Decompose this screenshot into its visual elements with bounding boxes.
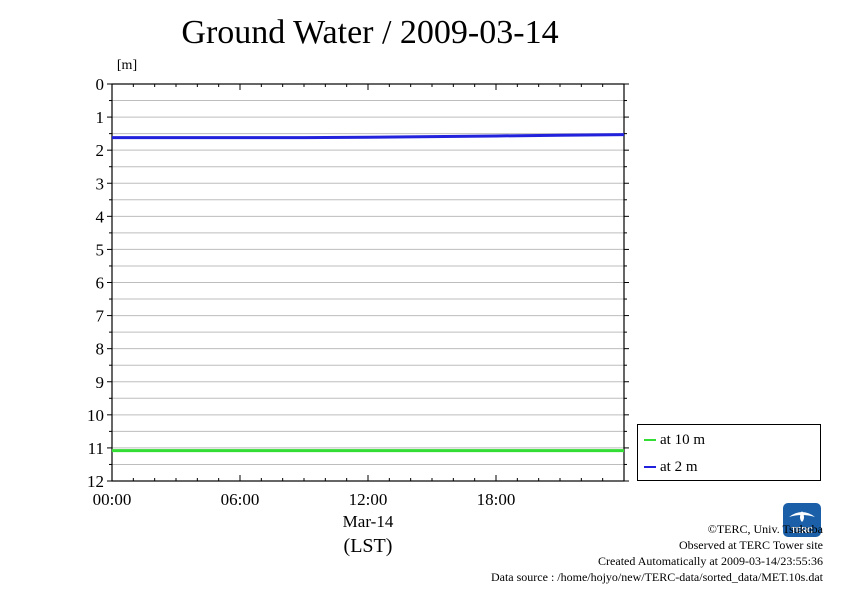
legend-label-10m: at 10 m (660, 431, 705, 448)
credits: ©TERC, Univ. Tsukuba Observed at TERC To… (491, 521, 823, 585)
created-text: Created Automatically at 2009-03-14/23:5… (598, 554, 823, 568)
y-tick-label: 9 (96, 373, 105, 392)
legend-swatch-2m (644, 466, 656, 468)
legend-item-2m: at 2 m (644, 457, 698, 477)
observed-text: Observed at TERC Tower site (678, 538, 823, 552)
y-tick-label: 5 (96, 240, 105, 259)
legend-label-2m: at 2 m (660, 458, 698, 475)
y-tick-label: 7 (96, 307, 105, 326)
y-tick-label: 0 (96, 75, 105, 94)
x-date-label: Mar-14 (343, 512, 394, 531)
y-tick-label: 10 (87, 406, 104, 425)
y-tick-label: 4 (96, 207, 105, 226)
y-tick-label: 1 (96, 108, 105, 127)
y-tick-label: 2 (96, 141, 105, 160)
svg-text:TERC: TERC (791, 526, 813, 535)
x-tick-label: 06:00 (221, 490, 260, 509)
legend-item-10m: at 10 m (644, 430, 705, 450)
y-axis-label: [m] (117, 58, 137, 73)
copyright-text: ©TERC, Univ. Tsukuba (707, 522, 823, 536)
y-tick-label: 3 (96, 174, 105, 193)
terc-logo: TERC (783, 503, 821, 537)
y-tick-label: 11 (88, 439, 104, 458)
legend: at 10 m at 2 m (637, 424, 821, 481)
series-line-1 (112, 133, 625, 140)
legend-swatch-10m (644, 439, 656, 441)
x-unit-label: (LST) (344, 535, 393, 557)
x-tick-label: 18:00 (477, 490, 516, 509)
x-tick-label: 00:00 (93, 490, 132, 509)
y-tick-label: 8 (96, 340, 105, 359)
y-tick-label: 6 (96, 274, 105, 293)
x-tick-label: 12:00 (349, 490, 388, 509)
source-text: Data source : /home/hojyo/new/TERC-data/… (490, 570, 823, 584)
chart-title: Ground Water / 2009-03-14 (181, 14, 559, 51)
y-tick-label: 12 (87, 472, 104, 491)
